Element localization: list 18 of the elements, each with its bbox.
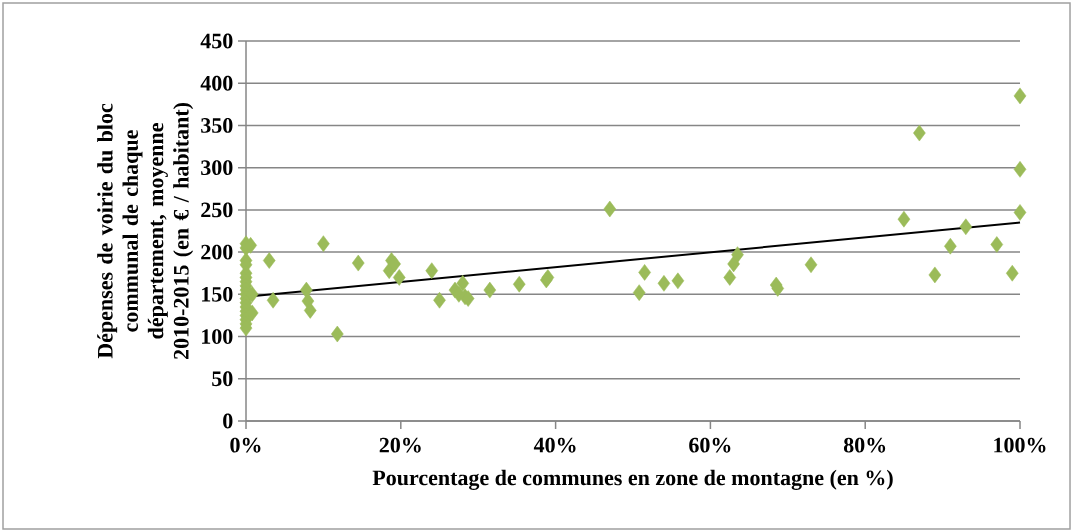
y-tick-label: 0 xyxy=(223,413,233,429)
y-tick-label: 250 xyxy=(201,202,233,218)
x-tick-label: 0% xyxy=(230,437,261,453)
x-axis-title: Pourcentage de communes en zone de montagne (en %) xyxy=(372,469,893,490)
y-tick-label: 350 xyxy=(201,118,233,133)
y-tick-label: 50 xyxy=(212,371,233,387)
y-tick-label: 200 xyxy=(201,244,233,260)
y-tick-label: 450 xyxy=(200,33,233,49)
x-tick-label: 80% xyxy=(843,437,886,453)
x-tick-label: 100% xyxy=(994,437,1046,453)
y-tick-label: 300 xyxy=(201,160,233,176)
x-tick-label: 40% xyxy=(533,437,576,453)
x-tick-label: 60% xyxy=(689,437,731,453)
y-axis-title: Dépenses de voirie du bloc communal de chaque département, moyenne 2010-2015 (en € / habitant) xyxy=(97,103,194,360)
y-tick-label: 400 xyxy=(200,75,233,91)
y-tick-label: 150 xyxy=(202,286,233,302)
y-tick-label: 100 xyxy=(202,329,233,344)
x-tick-label: 20% xyxy=(379,437,421,453)
